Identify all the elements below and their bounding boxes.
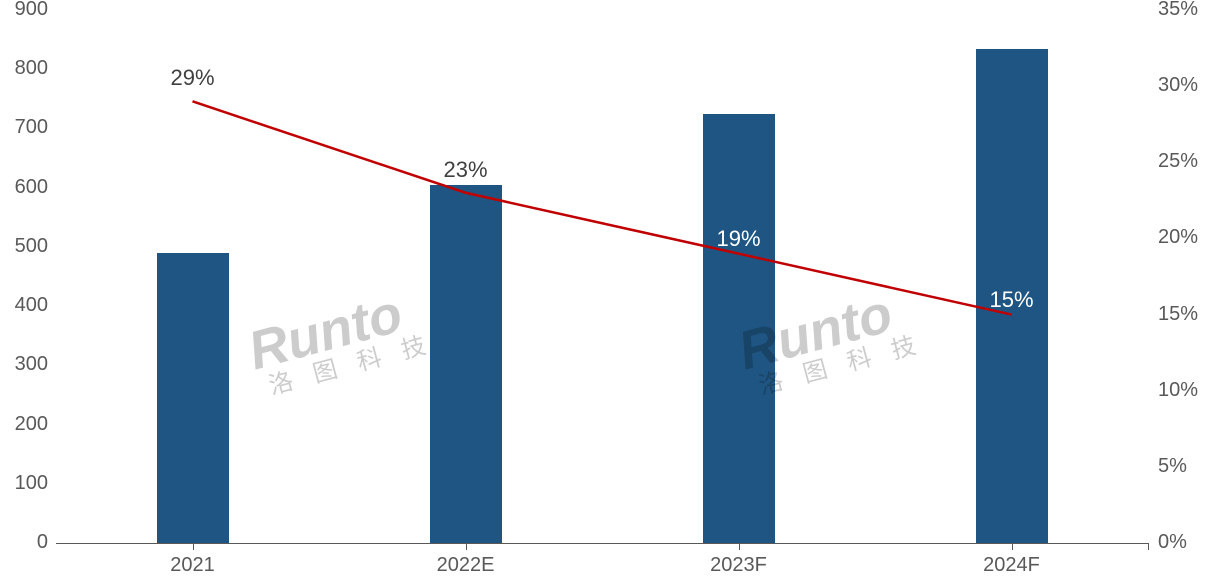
line-data-label: 19% — [716, 226, 760, 252]
combo-chart: 01002003004005006007008009000%5%10%15%20… — [0, 0, 1210, 584]
line-data-label: 23% — [443, 157, 487, 183]
line-data-label: 29% — [170, 65, 214, 91]
trend-line — [193, 101, 1012, 314]
line-data-label: 15% — [989, 287, 1033, 313]
